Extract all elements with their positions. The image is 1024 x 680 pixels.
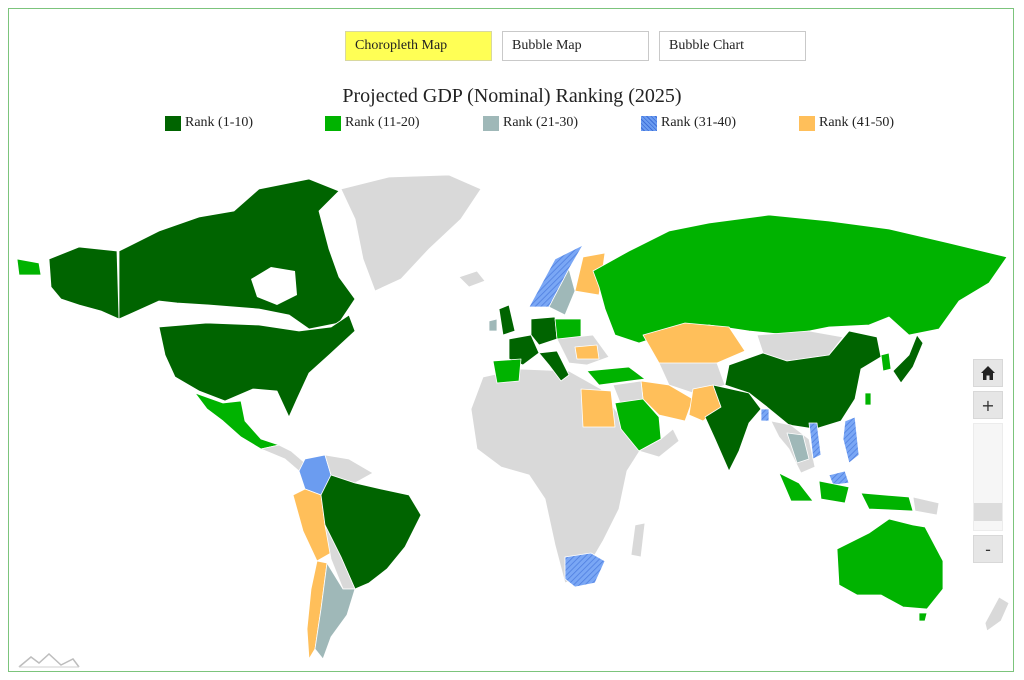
legend-swatch: [325, 115, 341, 131]
zoom-out-button[interactable]: -: [973, 535, 1003, 563]
country-spain[interactable]: [492, 358, 522, 384]
legend-swatch: [799, 115, 815, 131]
country-russia[interactable]: [592, 214, 1008, 344]
country-china[interactable]: [724, 330, 882, 430]
zoom-controls: + -: [973, 359, 1003, 563]
country-italy[interactable]: [538, 350, 570, 382]
legend: Rank (1-10) Rank (11-20) Rank (21-30) Ra…: [165, 115, 949, 131]
country-mexico[interactable]: [194, 392, 280, 450]
home-button[interactable]: [973, 359, 1003, 387]
legend-item-rank-1-10[interactable]: Rank (1-10): [165, 115, 325, 131]
legend-item-rank-11-20[interactable]: Rank (11-20): [325, 115, 483, 131]
home-icon: [981, 366, 995, 380]
legend-item-rank-41-50[interactable]: Rank (41-50): [799, 115, 949, 131]
region-central-america[interactable]: [260, 444, 306, 472]
tab-choropleth-map[interactable]: Choropleth Map: [345, 31, 492, 61]
country-ireland[interactable]: [488, 318, 498, 332]
country-png[interactable]: [912, 496, 940, 516]
legend-label: Rank (21-30): [503, 115, 579, 130]
country-indonesia[interactable]: [778, 472, 914, 512]
country-vietnam[interactable]: [808, 422, 822, 460]
country-canada[interactable]: [118, 178, 356, 330]
region-africa[interactable]: [470, 368, 642, 584]
tab-bubble-chart[interactable]: Bubble Chart: [659, 31, 806, 61]
legend-label: Rank (1-10): [185, 115, 254, 130]
country-philippines[interactable]: [842, 416, 860, 464]
legend-label: Rank (31-40): [661, 115, 737, 130]
tab-bubble-map[interactable]: Bubble Map: [502, 31, 649, 61]
country-madagascar[interactable]: [630, 522, 646, 558]
country-malaysia[interactable]: [828, 470, 850, 486]
country-romania[interactable]: [574, 344, 600, 360]
legend-item-rank-21-30[interactable]: Rank (21-30): [483, 115, 641, 131]
zoom-slider-thumb[interactable]: [974, 503, 1002, 522]
region-yemen-oman[interactable]: [638, 428, 680, 458]
country-iceland[interactable]: [458, 270, 486, 288]
region-chukotka-west[interactable]: [16, 258, 42, 276]
zoom-slider[interactable]: [973, 423, 1003, 531]
country-australia[interactable]: [836, 518, 944, 610]
country-south-korea[interactable]: [880, 352, 892, 372]
country-norway[interactable]: [528, 244, 584, 308]
legend-swatch: [641, 115, 657, 131]
region-tasmania[interactable]: [918, 612, 928, 622]
country-south-africa[interactable]: [564, 552, 606, 588]
view-tabs: Choropleth Map Bubble Map Bubble Chart: [345, 31, 806, 61]
country-turkey[interactable]: [586, 366, 646, 386]
country-poland[interactable]: [554, 318, 582, 340]
country-taiwan[interactable]: [864, 392, 872, 406]
legend-swatch: [165, 115, 181, 131]
country-greenland[interactable]: [340, 174, 482, 292]
legend-item-rank-31-40[interactable]: Rank (31-40): [641, 115, 799, 131]
hudson-bay: [251, 267, 297, 305]
map-title: Projected GDP (Nominal) Ranking (2025): [342, 85, 682, 107]
world-map[interactable]: [9, 159, 1015, 671]
legend-label: Rank (11-20): [345, 115, 420, 130]
country-bangladesh[interactable]: [760, 408, 770, 422]
country-uk[interactable]: [498, 304, 516, 336]
country-thailand[interactable]: [786, 432, 810, 464]
country-japan[interactable]: [892, 334, 924, 384]
country-egypt[interactable]: [580, 388, 616, 428]
country-new-zealand[interactable]: [984, 596, 1010, 632]
country-usa-alaska[interactable]: [48, 246, 120, 320]
country-usa[interactable]: [158, 314, 356, 418]
legend-label: Rank (41-50): [819, 115, 895, 130]
legend-swatch: [483, 115, 499, 131]
app-frame: Choropleth Map Bubble Map Bubble Chart P…: [8, 8, 1014, 672]
amcharts-logo[interactable]: [17, 651, 81, 669]
country-germany[interactable]: [530, 316, 558, 346]
zoom-in-button[interactable]: +: [973, 391, 1003, 419]
country-finland[interactable]: [574, 252, 606, 296]
country-france[interactable]: [508, 334, 540, 366]
region-venezuela-guianas[interactable]: [324, 454, 374, 484]
country-india[interactable]: [704, 384, 762, 472]
country-argentina[interactable]: [314, 562, 356, 660]
